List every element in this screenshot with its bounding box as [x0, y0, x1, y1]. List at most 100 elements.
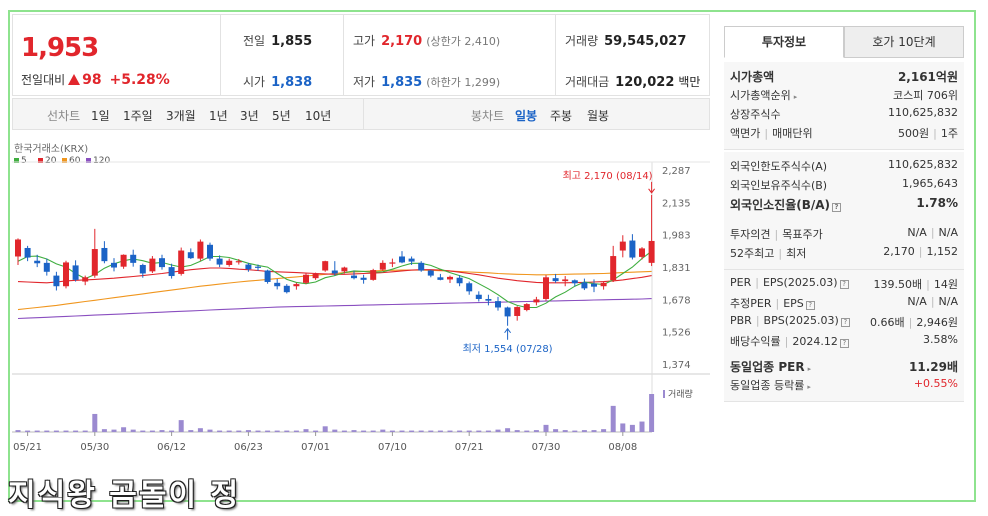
- candle-body: [456, 277, 463, 284]
- invest-row-label: 외국인소진율(B/A)?: [730, 196, 842, 213]
- volume-bar: [524, 430, 530, 432]
- volume-bar: [361, 430, 367, 432]
- help-icon[interactable]: ?: [839, 339, 849, 348]
- help-icon[interactable]: ?: [832, 203, 842, 212]
- candle-body: [130, 254, 137, 263]
- volume-bar: [562, 430, 568, 432]
- tab-period-3y[interactable]: 3년: [240, 109, 259, 123]
- tab-candle-weekly[interactable]: 주봉: [550, 109, 573, 123]
- invest-row-value: 11.29배: [909, 358, 958, 375]
- tab-candle-daily[interactable]: 일봉: [515, 109, 538, 123]
- label-text: EPS: [783, 297, 804, 310]
- label-text: 시가총액순위: [730, 89, 791, 102]
- y-tick-label: 2,287: [662, 166, 691, 177]
- label-text: 배당수익률: [730, 335, 781, 348]
- volume-bar: [476, 430, 482, 432]
- y-tick-label: 2,135: [662, 198, 691, 209]
- candle-body: [408, 258, 415, 262]
- volume-bar: [178, 420, 184, 432]
- tab-period-5y[interactable]: 5년: [272, 109, 291, 123]
- y-axis-labels: 2,287 2,135 1,983 1,831 1,678 1,526 1,374: [662, 166, 691, 371]
- arrow-right-icon[interactable]: ▸: [807, 365, 812, 373]
- volume-bar: [92, 413, 98, 432]
- candle-body: [331, 270, 338, 274]
- invest-row: 시가총액순위 ▸ 코스피 706위: [730, 87, 958, 105]
- candle-chart-label: 봉차트: [471, 109, 505, 123]
- label-sub: (2025.03): [784, 314, 839, 327]
- stat-open: 시가 1,838: [243, 75, 313, 90]
- value-text: 14원: [933, 278, 958, 291]
- candle-body: [283, 285, 290, 293]
- arrow-right-icon[interactable]: ▸: [807, 383, 811, 391]
- divider: |: [926, 278, 930, 291]
- legend-label-ma5: 5: [21, 156, 27, 166]
- invest-row-label: 추정PER | EPS?: [730, 295, 815, 311]
- label-text: 외국인보유주식수(B): [730, 179, 828, 192]
- value-text: 1.78%: [916, 196, 958, 210]
- candle-body: [178, 250, 185, 274]
- tab-candle-monthly[interactable]: 월봉: [587, 109, 610, 123]
- invest-row-value: 1.78%: [916, 196, 958, 210]
- candle-body: [322, 261, 329, 271]
- divider: |: [930, 226, 935, 239]
- volume-bar: [591, 430, 597, 432]
- stock-chart[interactable]: 한국거래소(KRX) 5 20 60 120 거래량 2,287 2,135 1,983 1…: [12, 132, 710, 502]
- tab-period-10y[interactable]: 10년: [305, 109, 332, 123]
- x-tick-label: 07/21: [455, 442, 484, 453]
- volume-bar: [34, 430, 40, 432]
- tab-period-1d[interactable]: 1일: [91, 109, 110, 123]
- label-text: 시가총액: [730, 70, 775, 84]
- candle-body: [514, 307, 521, 316]
- label-text: 52주최고: [730, 247, 775, 260]
- invest-row-label: 동일업종 PER ▸: [730, 358, 811, 375]
- candle-body: [245, 264, 252, 270]
- tab-period-1y[interactable]: 1년: [209, 109, 228, 123]
- candle-body: [399, 256, 405, 263]
- volume-label: 거래량: [668, 388, 693, 400]
- invest-group-g2: 외국인한도주식수(A) 110,625,832 외국인보유주식수(B) 1,965,6…: [724, 152, 964, 221]
- x-tick-label: 05/21: [13, 442, 42, 453]
- invest-row: 투자의견 | 목표주가 N/A | N/A: [730, 226, 958, 244]
- invest-row: 추정PER | EPS? N/A | N/A: [730, 295, 958, 313]
- volume-bar: [495, 429, 501, 432]
- volume-bar: [505, 428, 511, 432]
- current-price-box: 1,953 전일대비 98 +5.28%: [13, 15, 221, 95]
- page-frame: 1,953 전일대비 98 +5.28% 전일 1,855 시가 1,838 고가 2,…: [8, 10, 976, 502]
- invest-row-value: 110,625,832: [888, 106, 958, 119]
- candle-body: [648, 240, 655, 263]
- stat-prev-close: 전일 1,855: [243, 34, 313, 49]
- invest-row-value: 110,625,832: [888, 158, 958, 171]
- candle-body: [591, 283, 597, 287]
- divider: |: [755, 314, 760, 327]
- value-text: 139.50배: [873, 278, 923, 291]
- up-triangle-icon: [68, 74, 81, 85]
- invest-row: 시가총액 2,161억원: [730, 68, 958, 86]
- volume-bar: [284, 430, 290, 432]
- low-annotation: 최저 1,554 (07/28): [463, 343, 553, 355]
- tab-period-1w[interactable]: 1주일: [123, 109, 153, 123]
- label-text: 투자의견: [730, 228, 771, 241]
- volume-bar: [610, 405, 616, 432]
- divider: |: [775, 297, 780, 310]
- tab-period-3m[interactable]: 3개월: [166, 109, 196, 123]
- value-text: 1,152: [926, 245, 959, 258]
- help-icon[interactable]: ?: [839, 280, 849, 289]
- tab-invest-info[interactable]: 투자정보: [724, 26, 844, 58]
- invest-row: 동일업종 등락률 ▸ +0.55%: [730, 377, 958, 395]
- candle-body: [34, 260, 41, 264]
- tab-orderbook[interactable]: 호가 10단계: [844, 26, 964, 58]
- invest-row: PER | EPS(2025.03)? 139.50배 | 14원: [730, 276, 958, 294]
- stat-volume: 거래량 59,545,027: [565, 34, 687, 49]
- invest-row: PBR | BPS(2025.03)? 0.66배 | 2,946원: [730, 314, 958, 332]
- arrow-right-icon[interactable]: ▸: [793, 93, 798, 101]
- legend-swatch-ma5: [14, 158, 19, 163]
- y-tick-label: 1,831: [662, 263, 691, 274]
- value-text: N/A: [938, 295, 958, 308]
- volume-bar: [389, 430, 395, 432]
- help-icon[interactable]: ?: [805, 301, 815, 310]
- volume-bar: [101, 429, 107, 432]
- chart-svg[interactable]: 한국거래소(KRX) 5 20 60 120 거래량 2,287 2,135 1,983 1…: [12, 132, 710, 502]
- help-icon[interactable]: ?: [840, 318, 850, 327]
- candle-body: [379, 262, 386, 270]
- volume-bar: [111, 429, 117, 432]
